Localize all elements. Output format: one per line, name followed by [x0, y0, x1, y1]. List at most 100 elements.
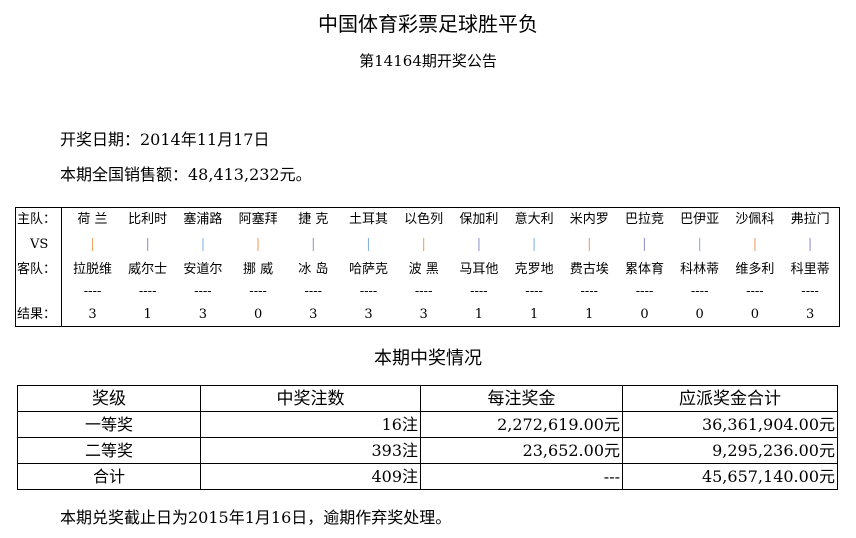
match-result: 3 — [419, 307, 428, 322]
dash-line: ---- — [801, 284, 819, 299]
vs-separator: | — [531, 237, 537, 252]
section-title: 本期中奖情况 — [374, 348, 482, 369]
dash-line: ---- — [414, 284, 433, 299]
row-labels: 主队： VS 客队： 结果： — [16, 208, 62, 326]
match-column: 巴伊亚 | 科林蒂 ---- 0 — [672, 208, 727, 326]
away-team: 费古埃 — [569, 262, 609, 277]
home-team: 保加利 — [459, 212, 499, 227]
match-result: 1 — [529, 307, 539, 322]
match-result: 3 — [198, 307, 208, 322]
match-result: 3 — [309, 307, 318, 322]
away-team: 拉脱维 — [72, 262, 112, 277]
dash-line: ---- — [304, 284, 323, 299]
header-cell: 奖级 — [17, 385, 201, 412]
match-column: 米内罗 | 费古埃 ---- 1 — [562, 208, 617, 326]
match-result: 3 — [364, 307, 373, 322]
home-team: 荷 兰 — [77, 212, 108, 227]
dash-line: ---- — [746, 284, 764, 299]
dash-line: ---- — [525, 284, 543, 299]
page-title: 中国体育彩票足球胜平负 — [318, 12, 538, 36]
match-column: 阿塞拜 | 挪 威 ---- 0 — [231, 208, 286, 326]
home-team: 巴拉竞 — [624, 212, 664, 227]
header-cell: 每注奖金 — [420, 385, 623, 412]
dash-line: ---- — [635, 284, 654, 299]
vs-separator: | — [697, 237, 702, 252]
header-cell: 应派奖金合计 — [622, 385, 838, 412]
prize-total: 9,295,236.00元 — [622, 437, 838, 464]
match-column: 以色列 | 波 黑 ---- 3 — [396, 208, 451, 326]
draw-date: 开奖日期：2014年11月17日 — [60, 130, 270, 149]
winner-count: 409注 — [200, 463, 421, 490]
vs-separator: | — [311, 237, 316, 252]
away-team: 哈萨克 — [348, 262, 388, 277]
result-label: 结果： — [17, 307, 57, 322]
match-column: 保加利 | 马耳他 ---- 1 — [451, 208, 506, 326]
home-team: 意大利 — [514, 212, 554, 227]
home-team: 土耳其 — [348, 212, 388, 227]
home-team: 沙佩科 — [735, 212, 775, 227]
vs-label: VS — [30, 237, 49, 252]
dash-line: ---- — [83, 284, 102, 299]
prize-table: 奖级 中奖注数 每注奖金 应派奖金合计 一等奖 16注 2,272,619.00… — [17, 385, 838, 490]
match-result: 3 — [805, 307, 815, 322]
dash-line: ---- — [359, 284, 378, 299]
prize-level: 一等奖 — [17, 411, 201, 438]
home-team: 阿塞拜 — [238, 212, 278, 227]
home-team: 米内罗 — [569, 212, 609, 227]
away-team: 累体育 — [624, 262, 664, 277]
prize-total: 45,657,140.00元 — [622, 463, 838, 490]
vs-separator: | — [421, 237, 426, 252]
match-column: 荷 兰 | 拉脱维 ---- 3 — [65, 208, 120, 326]
winner-count: 393注 — [200, 437, 421, 464]
match-result: 1 — [585, 307, 594, 322]
vs-separator: | — [642, 237, 647, 252]
vs-separator: | — [587, 237, 592, 252]
table-row: 合计 409注 --- 45,657,140.00元 — [17, 463, 838, 490]
vs-separator: | — [145, 237, 150, 252]
away-team: 维多利 — [735, 262, 775, 277]
vs-separator: | — [366, 237, 371, 252]
footer-note: 本期兑奖截止日为2015年1月16日，逾期作弃奖处理。 — [60, 508, 452, 527]
match-result: 3 — [88, 307, 97, 322]
vs-separator: | — [752, 237, 758, 252]
dash-line: ---- — [580, 284, 599, 299]
home-team: 巴伊亚 — [680, 212, 720, 227]
away-label: 客队： — [17, 262, 57, 277]
winner-count: 16注 — [200, 411, 421, 438]
home-team: 弗拉门 — [790, 212, 830, 227]
vs-separator: | — [255, 237, 261, 252]
table-row: 一等奖 16注 2,272,619.00元 36,361,904.00元 — [17, 411, 838, 438]
away-team: 科里蒂 — [790, 262, 830, 277]
sales-amount: 本期全国销售额：48,413,232元。 — [60, 165, 312, 184]
table-header-row: 奖级 中奖注数 每注奖金 应派奖金合计 — [17, 385, 838, 412]
prize-total: 36,361,904.00元 — [622, 411, 838, 438]
dash-line: ---- — [470, 284, 488, 299]
vs-separator: | — [476, 237, 482, 252]
table-row: 二等奖 393注 23,652.00元 9,295,236.00元 — [17, 437, 838, 464]
vs-separator: | — [807, 237, 813, 252]
away-team: 冰 岛 — [298, 262, 329, 277]
home-team: 以色列 — [404, 212, 444, 227]
home-team: 比利时 — [128, 212, 168, 227]
away-team: 科林蒂 — [680, 262, 720, 277]
away-team: 挪 威 — [243, 262, 274, 277]
match-column: 巴拉竞 | 累体育 ---- 0 — [617, 208, 672, 326]
match-table: 主队： VS 客队： 结果： 荷 兰 | 拉脱维 ---- 3 比利时 | 威尔士 ---- 1 塞… — [15, 207, 840, 327]
away-team: 马耳他 — [459, 262, 499, 277]
match-result: 0 — [750, 307, 760, 322]
match-result: 0 — [695, 307, 704, 322]
match-result: 1 — [474, 307, 484, 322]
match-column: 土耳其 | 哈萨克 ---- 3 — [341, 208, 396, 326]
match-column: 塞浦路 | 安道尔 ---- 3 — [175, 208, 230, 326]
header-cell: 中奖注数 — [200, 385, 421, 412]
prize-per-bet: --- — [420, 463, 623, 490]
match-column: 意大利 | 克罗地 ---- 1 — [507, 208, 562, 326]
match-result: 1 — [143, 307, 152, 322]
prize-level: 二等奖 — [17, 437, 201, 464]
away-team: 威尔士 — [128, 262, 168, 277]
vs-separator: | — [90, 237, 95, 252]
dash-line: ---- — [138, 284, 157, 299]
match-column: 沙佩科 | 维多利 ---- 0 — [727, 208, 782, 326]
away-team: 安道尔 — [183, 262, 223, 277]
home-label: 主队： — [17, 212, 57, 227]
